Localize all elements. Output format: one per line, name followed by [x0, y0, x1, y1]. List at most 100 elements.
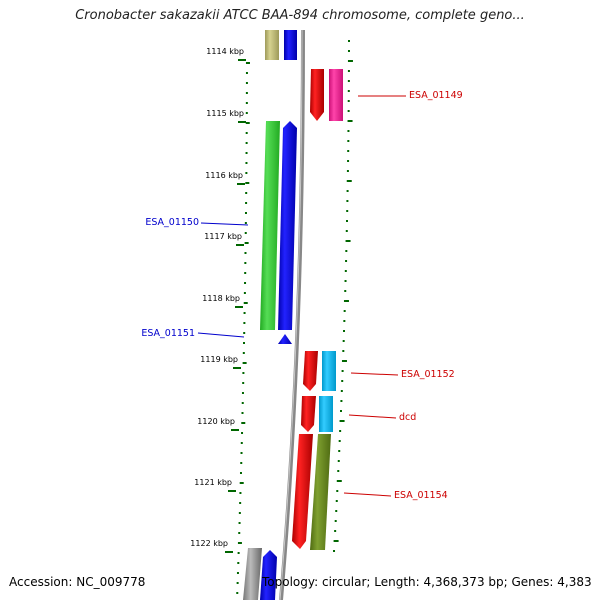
ring-dot [244, 262, 247, 264]
ring-dot [245, 122, 250, 124]
ring-dot [243, 302, 248, 304]
ring-dot [243, 322, 246, 324]
ring-dot [339, 420, 345, 422]
ring-dot [334, 530, 337, 532]
ring-dot [243, 332, 246, 334]
ring-dot [241, 392, 244, 394]
ring-dot [244, 272, 247, 274]
ring-dot [237, 552, 240, 554]
ring-dot [242, 382, 245, 384]
gene-dcd-block[interactable] [301, 396, 333, 432]
ring-dot [341, 370, 344, 372]
map-title: Cronobacter sakazakii ATCC BAA-894 chrom… [75, 8, 525, 23]
ring-dot [347, 80, 350, 82]
ring-dot [240, 462, 243, 464]
ring-dot [346, 190, 349, 192]
gene-ESA_01154-block[interactable] [292, 434, 331, 550]
ring-dot [240, 452, 243, 454]
ruler-tick: 1119 kbp [200, 355, 241, 369]
blue-feature[interactable] [260, 550, 277, 600]
ring-dot [245, 142, 248, 144]
svg-text:1119 kbp: 1119 kbp [200, 355, 238, 364]
gene-ESA_01149-block[interactable] [310, 69, 343, 121]
ring-dot [243, 342, 246, 344]
ring-dot [239, 492, 242, 494]
ring-dot [237, 542, 242, 544]
ring-dot [345, 230, 348, 232]
ruler: 1114 kbp 1115 kbp 1116 kbp 1117 kbp 1118… [190, 47, 246, 553]
ring-dot [243, 292, 246, 294]
ring-dot [241, 402, 244, 404]
ring-dot [244, 232, 247, 234]
chromosome-backbone [279, 29, 305, 600]
ring-dot [245, 72, 248, 74]
ring-dot [238, 522, 241, 524]
ring-dot [342, 340, 345, 342]
ring-dot [245, 182, 250, 184]
ring-dot [245, 62, 250, 64]
accession-label: Accession: NC_009778 [9, 575, 146, 589]
ring-dot [338, 440, 341, 442]
ring-dot [240, 442, 243, 444]
ring-dot [346, 180, 352, 182]
label-dcd[interactable]: dcd [399, 412, 416, 423]
ring-dot [347, 60, 353, 62]
ruler-tick: 1117 kbp [204, 232, 244, 246]
ring-dot [347, 130, 350, 132]
label-ESA_01154[interactable]: ESA_01154 [394, 490, 448, 501]
ring-dot [244, 252, 247, 254]
ring-dot [245, 92, 248, 94]
ring-dot [347, 150, 350, 152]
ring-dot [347, 100, 350, 102]
gene-ESA_01151-arrow[interactable] [278, 334, 292, 344]
ring-dot [344, 280, 347, 282]
ruler-tick: 1121 kbp [194, 478, 236, 492]
ruler-tick: 1118 kbp [202, 294, 243, 308]
ring-dot [342, 350, 345, 352]
label-ESA_01149[interactable]: ESA_01149 [409, 90, 463, 101]
ring-dot [347, 40, 350, 42]
ring-dot [243, 312, 246, 314]
ring-dot [344, 290, 347, 292]
label-ESA_01151[interactable]: ESA_01151 [141, 328, 195, 339]
ring-dot [343, 330, 346, 332]
ring-dot [346, 220, 348, 222]
ring-dot [245, 82, 248, 84]
ring-dot [238, 512, 241, 514]
label-ESA_01152[interactable]: ESA_01152 [401, 369, 455, 380]
ring-dot [340, 390, 343, 392]
gene-ESA_01152-block[interactable] [303, 351, 336, 391]
label-ESA_01150[interactable]: ESA_01150 [145, 217, 199, 228]
svg-text:1117 kbp: 1117 kbp [204, 232, 242, 241]
ring-dot [347, 110, 350, 112]
grey-feature[interactable] [243, 548, 262, 600]
features-bottom [243, 548, 277, 600]
ring-dot [245, 112, 248, 114]
ring-dot [341, 380, 344, 382]
ring-dot [337, 470, 340, 472]
ring-dot [346, 170, 349, 172]
blue-feature[interactable] [284, 30, 297, 60]
ring-dot [347, 160, 350, 162]
ring-dot [242, 352, 245, 354]
ring-dot [335, 500, 338, 502]
ring-dot [239, 502, 242, 504]
ring-dot [336, 490, 339, 492]
ring-dot [336, 480, 342, 482]
khaki-feature[interactable] [265, 30, 279, 60]
ring-dot [236, 592, 239, 594]
gene-ESA_01150-block[interactable] [260, 121, 297, 330]
ruler-tick: 1120 kbp [197, 417, 239, 431]
ring-dot [242, 372, 245, 374]
ring-dot [340, 400, 343, 402]
svg-text:1114 kbp: 1114 kbp [206, 47, 244, 56]
ring-dot [347, 50, 350, 52]
ring-dot [338, 450, 341, 452]
ring-dot [341, 360, 347, 362]
ring-dot [347, 70, 350, 72]
svg-text:1121 kbp: 1121 kbp [194, 478, 232, 487]
ring-dot [346, 210, 349, 212]
ring-dot [236, 582, 239, 584]
gene-labels: ESA_01149 ESA_01150 ESA_01151 ESA_01152 … [141, 90, 462, 501]
ring-dot [340, 410, 342, 412]
